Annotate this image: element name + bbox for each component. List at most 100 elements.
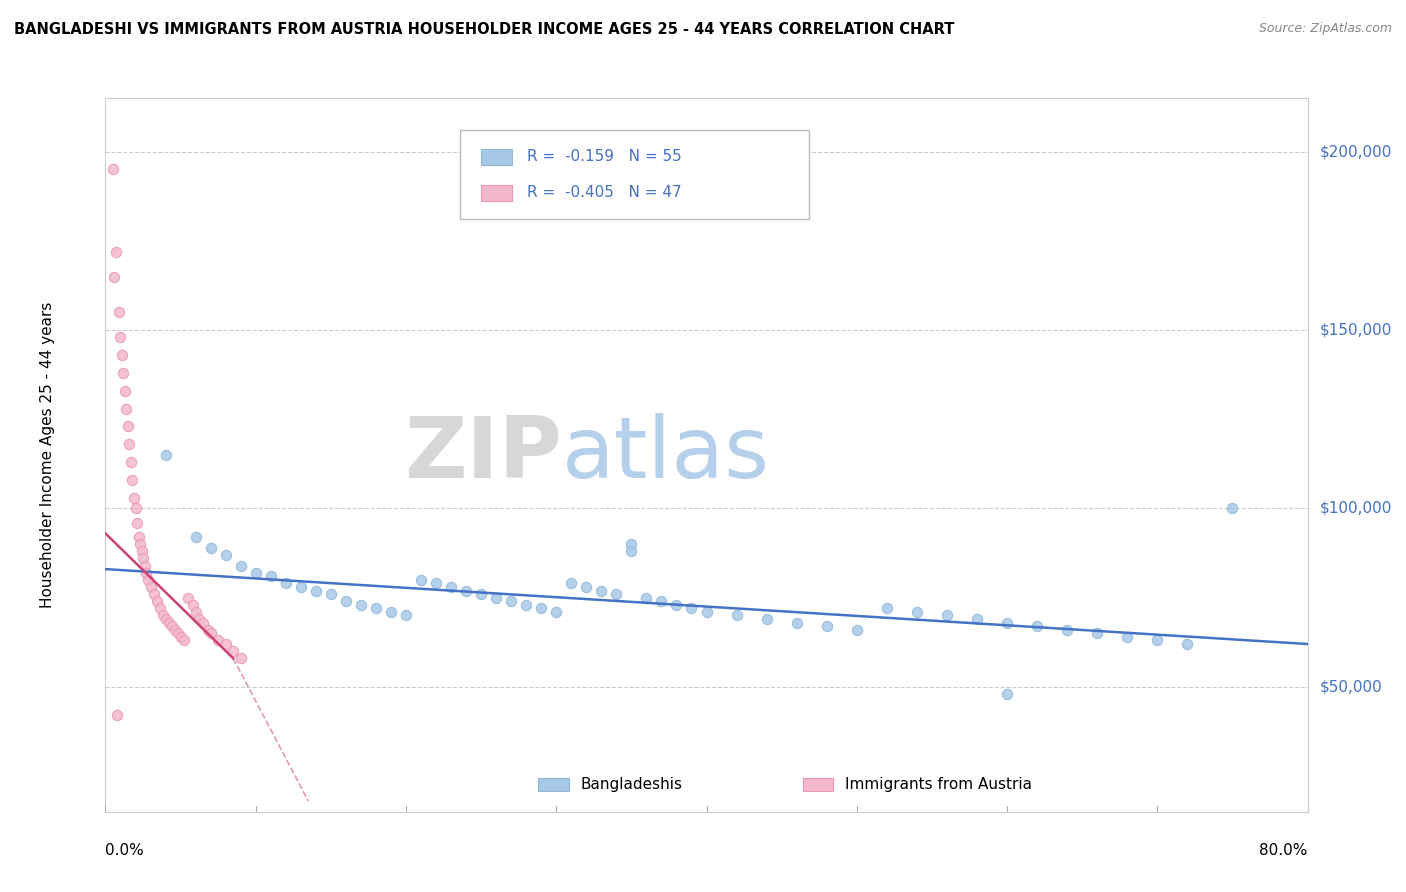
Point — [620, 537, 643, 551]
Point — [155, 448, 177, 462]
Point — [876, 601, 898, 615]
Point — [274, 576, 297, 591]
Text: $150,000: $150,000 — [1320, 323, 1392, 337]
Point — [214, 548, 236, 562]
Point — [157, 615, 180, 630]
Point — [395, 608, 418, 623]
Point — [121, 473, 143, 487]
Point — [650, 594, 672, 608]
Point — [364, 601, 387, 615]
Point — [229, 558, 252, 573]
Text: $100,000: $100,000 — [1320, 501, 1392, 516]
Point — [229, 651, 252, 665]
Point — [163, 623, 186, 637]
Point — [350, 598, 373, 612]
Point — [485, 591, 508, 605]
Text: $50,000: $50,000 — [1320, 680, 1382, 694]
Point — [305, 583, 328, 598]
Point — [380, 605, 402, 619]
Point — [117, 419, 139, 434]
Point — [409, 573, 432, 587]
Point — [725, 608, 748, 623]
Point — [207, 633, 229, 648]
Point — [177, 591, 200, 605]
Point — [108, 305, 131, 319]
Point — [184, 605, 207, 619]
Point — [260, 569, 283, 583]
Point — [155, 612, 177, 626]
Point — [515, 598, 537, 612]
Point — [110, 330, 132, 344]
Point — [1085, 626, 1108, 640]
Point — [591, 583, 613, 598]
Point — [134, 558, 156, 573]
Bar — [803, 778, 832, 791]
Point — [136, 573, 159, 587]
Text: atlas: atlas — [562, 413, 770, 497]
Point — [181, 598, 204, 612]
Point — [120, 455, 142, 469]
Point — [184, 530, 207, 544]
Text: Source: ZipAtlas.com: Source: ZipAtlas.com — [1258, 22, 1392, 36]
Point — [1116, 630, 1139, 644]
Point — [187, 612, 209, 626]
Point — [995, 687, 1018, 701]
Text: Immigrants from Austria: Immigrants from Austria — [845, 777, 1032, 792]
Point — [145, 594, 167, 608]
Point — [200, 626, 222, 640]
Point — [936, 608, 959, 623]
Point — [160, 619, 183, 633]
Point — [755, 612, 778, 626]
Point — [425, 576, 447, 591]
Text: ZIP: ZIP — [405, 413, 562, 497]
Point — [1056, 623, 1078, 637]
Point — [1222, 501, 1244, 516]
Text: R =  -0.159   N = 55: R = -0.159 N = 55 — [527, 149, 682, 164]
Point — [139, 580, 162, 594]
Point — [112, 366, 135, 380]
Point — [335, 594, 357, 608]
Text: 0.0%: 0.0% — [105, 843, 145, 858]
Point — [129, 537, 152, 551]
Text: Bangladeshis: Bangladeshis — [581, 777, 682, 792]
Text: $200,000: $200,000 — [1320, 145, 1392, 159]
Point — [620, 544, 643, 558]
Point — [1026, 619, 1049, 633]
Point — [319, 587, 342, 601]
Point — [560, 576, 582, 591]
Point — [995, 615, 1018, 630]
Point — [107, 708, 129, 723]
Bar — [481, 185, 512, 201]
Point — [214, 637, 236, 651]
Text: Householder Income Ages 25 - 44 years: Householder Income Ages 25 - 44 years — [41, 301, 55, 608]
Point — [148, 601, 170, 615]
Point — [530, 601, 553, 615]
Point — [470, 587, 492, 601]
Point — [173, 633, 195, 648]
Bar — [481, 149, 512, 165]
Point — [546, 605, 568, 619]
Point — [245, 566, 267, 580]
Point — [696, 605, 718, 619]
Point — [605, 587, 627, 601]
Point — [636, 591, 658, 605]
Point — [135, 566, 157, 580]
Point — [575, 580, 598, 594]
Point — [111, 348, 134, 362]
Point — [197, 623, 219, 637]
Point — [1175, 637, 1198, 651]
Point — [681, 601, 703, 615]
FancyBboxPatch shape — [460, 130, 808, 219]
Text: 80.0%: 80.0% — [1260, 843, 1308, 858]
Point — [125, 516, 148, 530]
Point — [815, 619, 838, 633]
Point — [104, 244, 127, 259]
Bar — [538, 778, 568, 791]
Point — [290, 580, 312, 594]
Point — [905, 605, 928, 619]
Point — [131, 544, 153, 558]
Point — [101, 162, 124, 177]
Point — [966, 612, 988, 626]
Point — [103, 269, 125, 284]
Point — [440, 580, 463, 594]
